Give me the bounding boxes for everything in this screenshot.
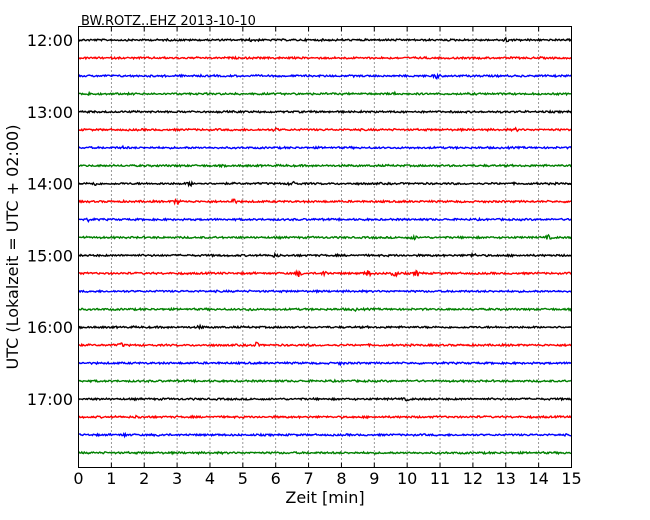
trace-line [78, 126, 573, 133]
y-tick-label: 12:00 [27, 31, 73, 50]
trace-line [78, 233, 573, 241]
trace-line [77, 289, 572, 294]
x-tick-label: 0 [73, 469, 83, 488]
x-axis-label: Zeit [min] [285, 488, 364, 507]
x-tick-label: 8 [336, 469, 346, 488]
trace-line [77, 144, 573, 151]
trace-line [78, 306, 573, 313]
x-tick-label: 5 [238, 469, 248, 488]
trace-line [77, 197, 572, 206]
x-tick-label: 7 [303, 469, 313, 488]
x-tick-label: 2 [139, 469, 149, 488]
trace-line [78, 90, 572, 97]
x-tick-label: 9 [369, 469, 379, 488]
trace-line [78, 251, 572, 259]
trace-line [77, 36, 572, 43]
y-tick-label: 17:00 [27, 390, 73, 409]
x-tick-label: 12 [463, 469, 483, 488]
trace-line [77, 180, 572, 188]
trace-line [77, 72, 573, 80]
x-tick-label: 4 [205, 469, 215, 488]
x-tick-label: 11 [430, 469, 450, 488]
trace-line [78, 55, 572, 61]
trace-line [77, 396, 572, 402]
y-axis-label: UTC (Lokalzeit = UTC + 02:00) [3, 125, 22, 370]
trace-line [78, 109, 573, 115]
x-tick-label: 10 [397, 469, 417, 488]
plot-frame [78, 26, 572, 468]
y-tick-label: 15:00 [27, 246, 73, 265]
trace-line [77, 450, 572, 456]
y-axis-ticks: 12:00 13:00 14:00 15:00 16:00 17:00 [27, 31, 572, 409]
trace-line [78, 163, 573, 169]
x-tick-label: 3 [172, 469, 182, 488]
x-tick-label: 1 [106, 469, 116, 488]
trace-line [78, 341, 572, 348]
trace-line [78, 414, 572, 420]
seismic-traces [77, 36, 573, 456]
y-tick-label: 16:00 [27, 318, 73, 337]
x-tick-label: 13 [496, 469, 516, 488]
trace-line [78, 216, 572, 223]
x-axis-ticks: 0 1 2 3 4 5 6 7 8 9 10 11 12 13 14 15 [73, 26, 582, 488]
trace-line [78, 269, 572, 278]
chart-title: BW.ROTZ..EHZ 2013-10-10 [81, 14, 256, 29]
trace-line [78, 323, 572, 331]
y-tick-label: 14:00 [27, 175, 73, 194]
trace-line [78, 378, 572, 384]
x-tick-label: 14 [528, 469, 548, 488]
y-tick-label: 13:00 [27, 103, 73, 122]
x-tick-label: 15 [561, 469, 581, 488]
trace-line [78, 360, 572, 367]
vertical-grid [110, 26, 540, 468]
trace-line [78, 431, 572, 439]
x-tick-label: 6 [271, 469, 281, 488]
